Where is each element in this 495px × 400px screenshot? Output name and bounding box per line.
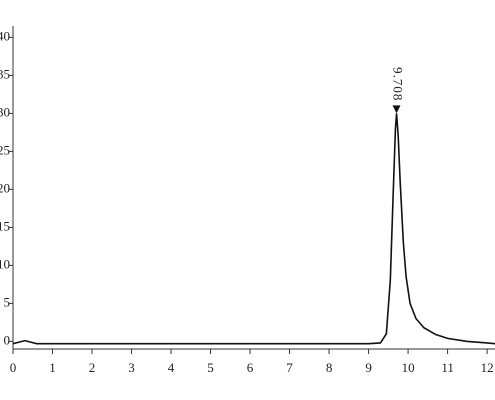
y-tick-label: 5 bbox=[4, 294, 11, 309]
y-tick-label: 35 bbox=[0, 66, 10, 81]
x-tick-label: 3 bbox=[128, 360, 135, 375]
x-tick-label: 9 bbox=[365, 360, 372, 375]
x-tick-label: 5 bbox=[207, 360, 214, 375]
x-tick-label: 4 bbox=[168, 360, 175, 375]
x-tick-label: 7 bbox=[286, 360, 293, 375]
signal-line bbox=[12, 113, 495, 345]
y-tick-label: 30 bbox=[0, 104, 10, 119]
x-tick-label: 12 bbox=[481, 360, 494, 375]
y-tick-label: 15 bbox=[0, 218, 10, 233]
x-tick-label: 11 bbox=[441, 360, 454, 375]
x-tick-label: 10 bbox=[402, 360, 415, 375]
x-tick-label: 1 bbox=[49, 360, 56, 375]
x-tick-label: 0 bbox=[10, 360, 17, 375]
y-tick-label: 10 bbox=[0, 256, 10, 271]
x-tick-label: 2 bbox=[89, 360, 96, 375]
y-tick-label: 25 bbox=[0, 142, 10, 157]
x-tick-label: 6 bbox=[247, 360, 254, 375]
y-tick-label: 40 bbox=[0, 28, 10, 43]
peak-marker bbox=[392, 105, 401, 114]
peak-label: 9.708 bbox=[391, 67, 406, 101]
x-tick-label: 8 bbox=[326, 360, 333, 375]
y-tick-label: 20 bbox=[0, 180, 10, 195]
y-tick-label: 0 bbox=[4, 332, 11, 347]
